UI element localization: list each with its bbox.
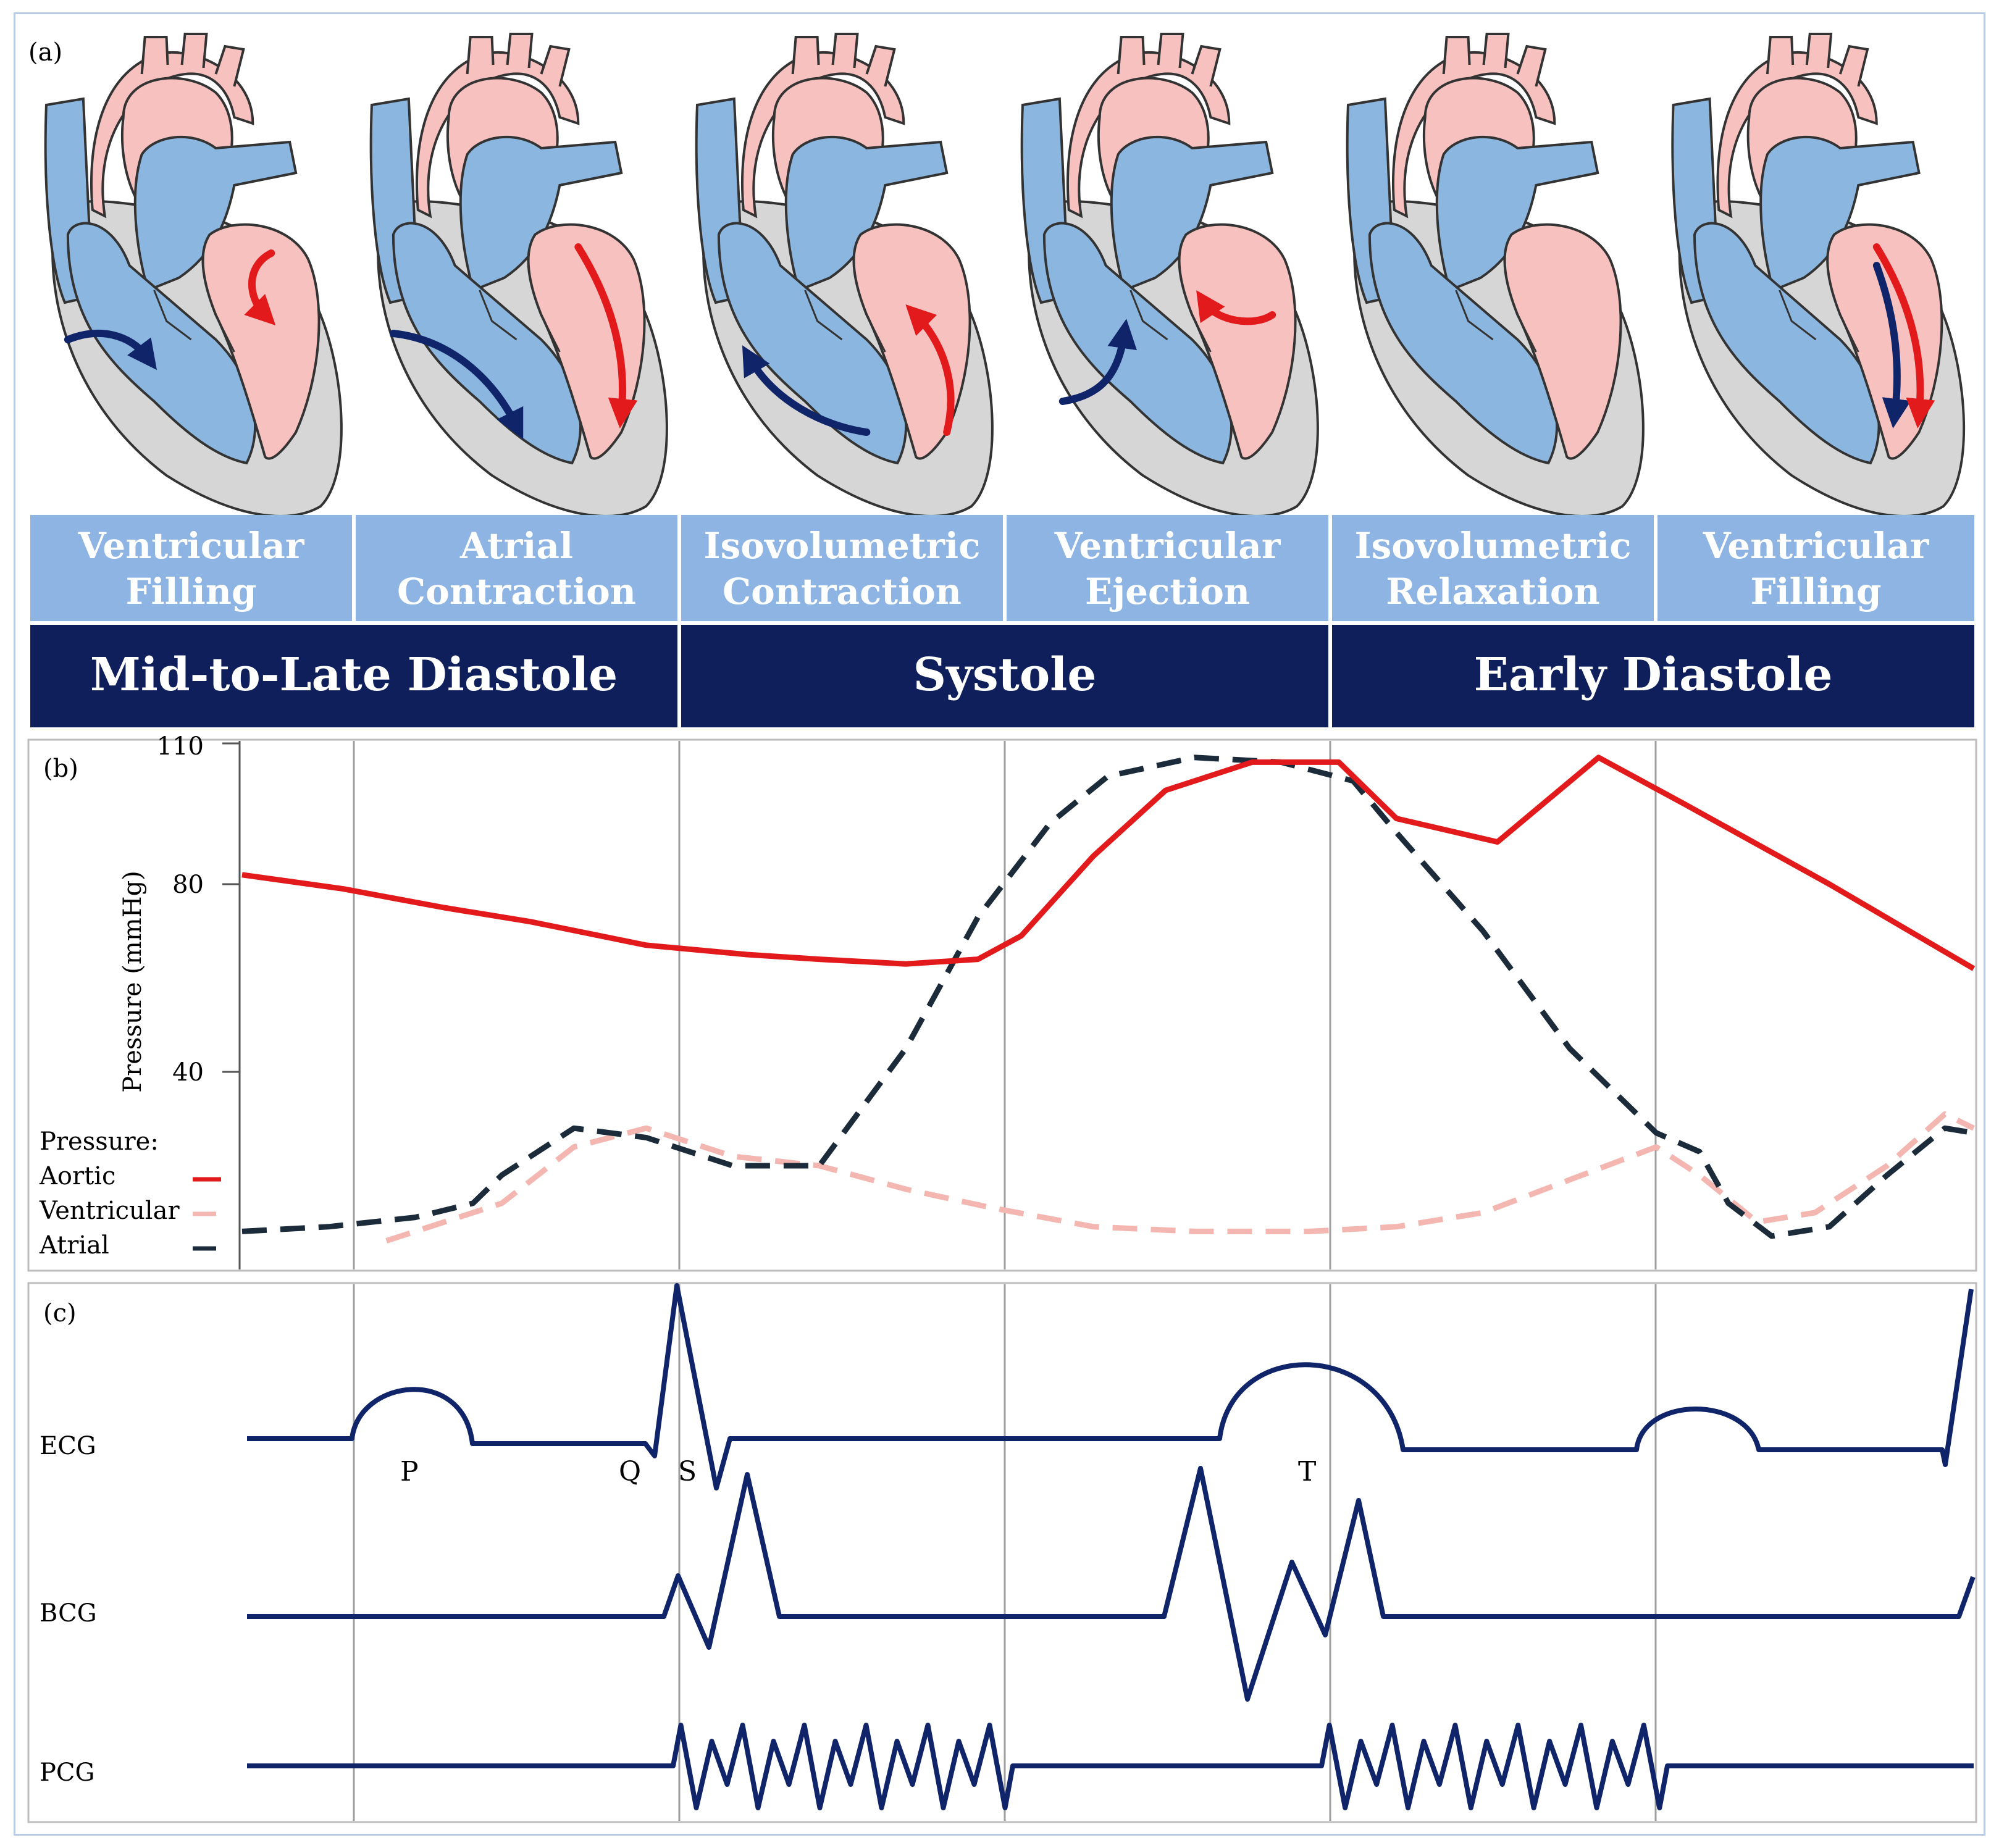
ecg-peak-label-p: P xyxy=(400,1456,419,1487)
phase-box-4 xyxy=(1007,515,1328,621)
phase-label-line2: Filling xyxy=(1750,571,1881,613)
legend-item-ventricular: Ventricular xyxy=(39,1197,180,1225)
right-ventricle xyxy=(1368,222,1559,465)
phase-boxes: VentricularFillingAtrialContractionIsovo… xyxy=(30,515,1974,621)
pressure-panel-border xyxy=(27,738,1977,1272)
legend-item-atrial: Atrial xyxy=(39,1231,109,1260)
panel-label-b: (b) xyxy=(43,755,78,783)
aortic-branches xyxy=(791,33,896,87)
signal-label-ecg: ECG xyxy=(40,1432,96,1460)
aortic-branches xyxy=(466,33,571,87)
left-ventricle xyxy=(852,223,971,460)
aortic-branches xyxy=(1117,33,1222,87)
cycle-label: Systole xyxy=(913,648,1097,701)
heart-3 xyxy=(695,33,994,517)
phase-box-5 xyxy=(1332,515,1654,621)
legend: Pressure: Aortic Ventricular Atrial xyxy=(39,1127,221,1260)
signal-label-pcg: PCG xyxy=(40,1758,94,1787)
figure-frame xyxy=(14,12,1985,1836)
cycle-box-3 xyxy=(1332,625,1974,727)
y-tick-label: 80 xyxy=(172,871,204,899)
phase-label-line2: Contraction xyxy=(723,571,962,613)
valve-lines xyxy=(479,290,561,353)
blood-flow-arrow-red xyxy=(574,243,638,429)
blood-flow-arrow-red xyxy=(244,249,276,325)
phase-box-2 xyxy=(356,515,677,621)
aortic-branches xyxy=(1442,33,1547,87)
blood-flow-arrow-blue xyxy=(64,330,157,370)
right-ventricle xyxy=(1042,222,1233,465)
legend-title: Pressure: xyxy=(40,1127,159,1156)
bcg-trace xyxy=(247,1466,1976,1702)
y-tick-label: 40 xyxy=(172,1058,204,1087)
phase-label-line1: Ventricular xyxy=(1054,525,1281,567)
pcg-trace xyxy=(247,1723,1974,1810)
valve-lines xyxy=(153,290,235,353)
valve-lines xyxy=(804,290,886,353)
phase-label-line1: Atrial xyxy=(459,525,573,567)
phase-label-line1: Ventricular xyxy=(78,525,305,567)
cycle-boxes: Mid-to-Late Diastole Systole Early Diastol… xyxy=(30,625,1974,727)
signal-label-bcg: BCG xyxy=(40,1599,97,1628)
series-ventricular xyxy=(385,1111,1975,1244)
aortic-branches xyxy=(140,33,245,87)
phase-label-line1: Isovolumetric xyxy=(1354,525,1631,567)
right-ventricle xyxy=(66,222,257,465)
valve-lines xyxy=(1129,290,1212,353)
blood-flow-arrow-red xyxy=(1872,243,1935,429)
aortic-branches xyxy=(1766,33,1869,87)
right-ventricle xyxy=(1693,222,1880,465)
blood-flow-arrow-blue xyxy=(389,330,524,440)
ecg-peak-label-t: T xyxy=(1298,1456,1316,1487)
heart-2 xyxy=(369,33,668,517)
phase-box-6 xyxy=(1657,515,1974,621)
left-ventricle xyxy=(201,223,321,460)
blood-flow-arrow-blue xyxy=(1872,262,1911,429)
blood-flow-arrow-red xyxy=(1196,290,1276,325)
cycle-label: Early Diastole xyxy=(1474,648,1833,701)
phase-label-line2: Ejection xyxy=(1085,571,1250,613)
cycle-box-2 xyxy=(681,625,1328,727)
left-ventricle xyxy=(1178,223,1297,460)
ecg-peak-label-q: Q xyxy=(619,1456,641,1487)
blood-flow-arrow-red xyxy=(905,304,955,436)
phase-box-1 xyxy=(30,515,352,621)
phase-box-3 xyxy=(681,515,1003,621)
y-ticks: 110 80 40 xyxy=(157,732,240,1087)
series-aortic xyxy=(241,755,1976,971)
heart-6 xyxy=(1671,33,1966,517)
blood-flow-arrow-blue xyxy=(1058,319,1137,405)
cycle-label: Mid-to-Late Diastole xyxy=(90,648,618,701)
heart-4 xyxy=(1020,33,1319,517)
phase-label-line2: Filling xyxy=(125,571,256,613)
phase-label-line2: Relaxation xyxy=(1386,571,1600,613)
y-tick-label: 110 xyxy=(157,732,204,761)
series-atrial xyxy=(241,755,1974,1239)
heart-1 xyxy=(44,33,343,517)
left-ventricle xyxy=(1503,223,1622,460)
signals-panel-border xyxy=(27,1282,1977,1823)
phase-label-line1: Ventricular xyxy=(1703,525,1930,567)
legend-item-aortic: Aortic xyxy=(39,1162,115,1190)
pressure-series xyxy=(241,755,1976,1244)
valve-lines xyxy=(1455,290,1537,353)
heart-illustrations xyxy=(44,33,1966,517)
right-ventricle xyxy=(392,222,582,465)
valve-lines xyxy=(1779,290,1859,353)
ecg-peak-label-s: S xyxy=(678,1456,697,1487)
heart-5 xyxy=(1346,33,1645,517)
panel-label-c: (c) xyxy=(43,1299,77,1327)
blood-flow-arrow-blue xyxy=(742,345,871,436)
panel-label-a: (a) xyxy=(28,38,62,67)
phase-label-line1: Isovolumetric xyxy=(703,525,980,567)
pressure-grid xyxy=(353,741,1657,1269)
ecg-trace xyxy=(247,1283,1974,1491)
signal-grid xyxy=(353,1284,1657,1821)
y-axis-label: Pressure (mmHg) xyxy=(119,871,147,1093)
phase-label-line2: Contraction xyxy=(397,571,636,613)
cycle-box-1 xyxy=(30,625,677,727)
